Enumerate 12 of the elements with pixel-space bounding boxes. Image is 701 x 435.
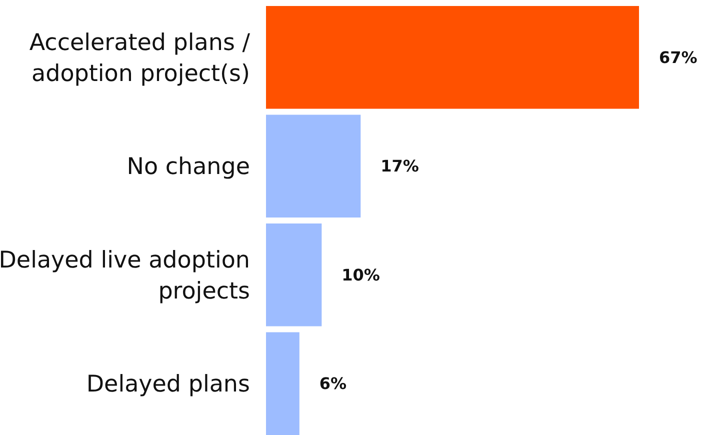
- data-label: 10%: [342, 265, 380, 284]
- data-label: 67%: [659, 48, 698, 67]
- data-label: 17%: [380, 156, 419, 176]
- y-tick-label: Delayed plans: [86, 372, 250, 398]
- y-tick-label: Delayed live adoption projects: [0, 247, 250, 304]
- bar: [266, 6, 639, 109]
- bar: [266, 332, 300, 435]
- y-tick-label: No change: [126, 154, 250, 180]
- bar: [266, 114, 361, 218]
- bar: [266, 223, 322, 326]
- y-tick-label: Accelerated plans / adoption project(s): [29, 30, 250, 87]
- data-label: 6%: [319, 374, 347, 394]
